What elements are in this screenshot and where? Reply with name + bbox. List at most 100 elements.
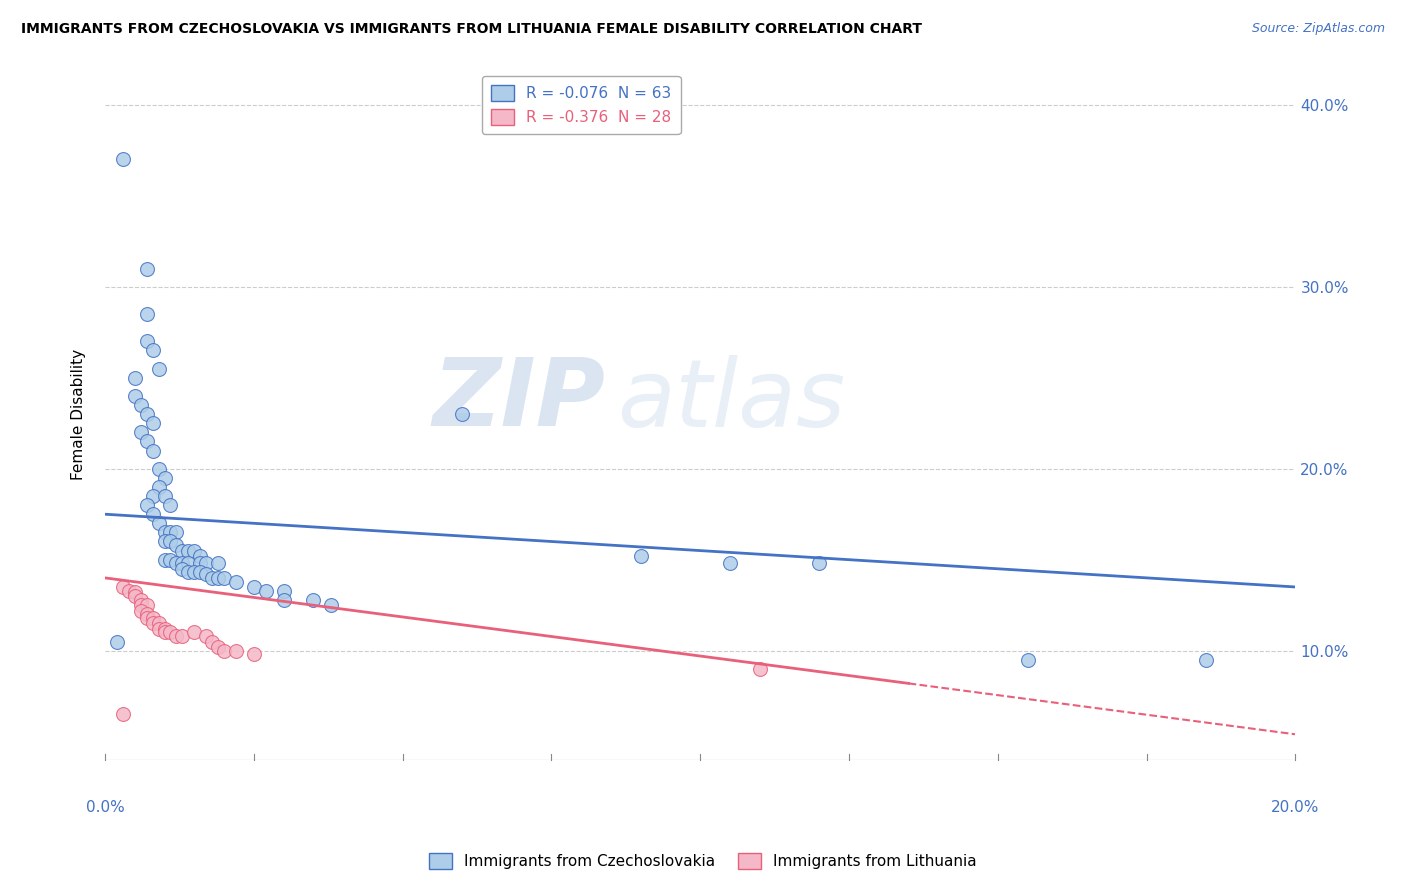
Text: ZIP: ZIP	[432, 354, 605, 446]
Point	[212, 571, 235, 585]
Point	[148, 622, 170, 636]
Point	[153, 525, 176, 540]
Point	[183, 566, 205, 580]
Text: 0.0%: 0.0%	[86, 800, 124, 814]
Point	[124, 389, 146, 403]
Point	[302, 592, 325, 607]
Point	[212, 643, 235, 657]
Point	[159, 534, 181, 549]
Point	[254, 583, 277, 598]
Point	[153, 534, 176, 549]
Point	[142, 616, 165, 631]
Point	[165, 538, 187, 552]
Point	[195, 557, 218, 571]
Point	[129, 398, 152, 412]
Point	[630, 549, 652, 563]
Point	[177, 566, 200, 580]
Legend: Immigrants from Czechoslovakia, Immigrants from Lithuania: Immigrants from Czechoslovakia, Immigran…	[423, 847, 983, 875]
Point	[148, 461, 170, 475]
Point	[165, 525, 187, 540]
Point	[129, 598, 152, 612]
Point	[207, 571, 229, 585]
Point	[142, 443, 165, 458]
Point	[148, 480, 170, 494]
Point	[129, 592, 152, 607]
Point	[1017, 653, 1039, 667]
Point	[153, 489, 176, 503]
Point	[172, 557, 194, 571]
Text: 20.0%: 20.0%	[1271, 800, 1320, 814]
Point	[159, 525, 181, 540]
Point	[124, 371, 146, 385]
Point	[201, 571, 224, 585]
Point	[207, 640, 229, 654]
Point	[142, 507, 165, 521]
Point	[165, 557, 187, 571]
Point	[135, 434, 157, 449]
Point	[142, 611, 165, 625]
Point	[243, 580, 266, 594]
Point	[153, 552, 176, 566]
Point	[718, 557, 741, 571]
Point	[153, 625, 176, 640]
Point	[273, 592, 295, 607]
Point	[172, 629, 194, 643]
Point	[153, 622, 176, 636]
Point	[124, 585, 146, 599]
Point	[188, 549, 211, 563]
Point	[165, 629, 187, 643]
Point	[153, 471, 176, 485]
Point	[124, 589, 146, 603]
Point	[135, 407, 157, 421]
Point	[129, 425, 152, 440]
Point	[159, 625, 181, 640]
Point	[225, 643, 247, 657]
Point	[183, 543, 205, 558]
Point	[118, 583, 141, 598]
Point	[195, 629, 218, 643]
Point	[183, 625, 205, 640]
Point	[1195, 653, 1218, 667]
Point	[111, 707, 134, 722]
Point	[135, 611, 157, 625]
Point	[148, 516, 170, 531]
Point	[135, 598, 157, 612]
Point	[148, 616, 170, 631]
Point	[177, 557, 200, 571]
Point	[135, 498, 157, 512]
Point	[273, 583, 295, 598]
Point	[111, 580, 134, 594]
Point	[243, 648, 266, 662]
Point	[135, 261, 157, 276]
Point	[177, 543, 200, 558]
Text: atlas: atlas	[617, 355, 845, 446]
Point	[129, 604, 152, 618]
Point	[159, 498, 181, 512]
Y-axis label: Female Disability: Female Disability	[72, 349, 86, 480]
Point	[225, 574, 247, 589]
Point	[195, 567, 218, 582]
Point	[142, 489, 165, 503]
Point	[111, 153, 134, 167]
Point	[207, 557, 229, 571]
Point	[135, 307, 157, 321]
Point	[451, 407, 474, 421]
Point	[321, 598, 343, 612]
Point	[808, 557, 831, 571]
Point	[135, 607, 157, 622]
Point	[148, 361, 170, 376]
Text: IMMIGRANTS FROM CZECHOSLOVAKIA VS IMMIGRANTS FROM LITHUANIA FEMALE DISABILITY CO: IMMIGRANTS FROM CZECHOSLOVAKIA VS IMMIGR…	[21, 22, 922, 37]
Point	[748, 662, 770, 676]
Legend: R = -0.076  N = 63, R = -0.376  N = 28: R = -0.076 N = 63, R = -0.376 N = 28	[482, 76, 681, 134]
Point	[105, 634, 128, 648]
Text: Source: ZipAtlas.com: Source: ZipAtlas.com	[1251, 22, 1385, 36]
Point	[142, 343, 165, 358]
Point	[172, 543, 194, 558]
Point	[172, 562, 194, 576]
Point	[188, 557, 211, 571]
Point	[142, 416, 165, 430]
Point	[159, 552, 181, 566]
Point	[135, 334, 157, 349]
Point	[201, 634, 224, 648]
Point	[188, 566, 211, 580]
